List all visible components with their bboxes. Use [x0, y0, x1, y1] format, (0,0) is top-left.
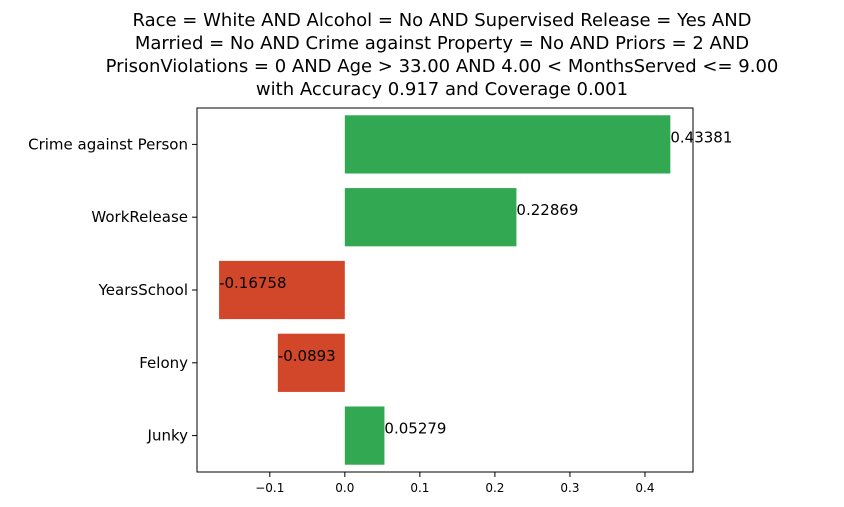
- data-label-junky: 0.05279: [384, 420, 446, 438]
- data-labels: 0.43381 0.22869 -0.16758 -0.0893 0.05279: [219, 128, 732, 437]
- xtick-label-5: 0.4: [635, 481, 654, 495]
- bar-crime-against-person: [344, 115, 671, 174]
- ytick-label-workrelease: WorkRelease: [91, 208, 188, 226]
- xtick-label-0: −0.1: [255, 481, 284, 495]
- chart-title: Race = White AND Alcohol = No AND Superv…: [106, 10, 779, 100]
- axis-ticks: Crime against Person WorkRelease YearsScho…: [28, 135, 654, 495]
- xtick-label-1: 0.0: [335, 481, 354, 495]
- data-label-crime-against-person: 0.43381: [670, 128, 732, 146]
- ytick-label-junky: Junky: [147, 427, 189, 445]
- plot-area-frame: [196, 107, 694, 473]
- title-line-2: Married = No AND Crime against Property …: [135, 33, 749, 54]
- ytick-label-crime-against-person: Crime against Person: [28, 135, 188, 153]
- ytick-label-yearsschool: YearsSchool: [98, 281, 188, 299]
- title-line-1: Race = White AND Alcohol = No AND Superv…: [132, 10, 751, 31]
- bar-junky: [344, 406, 385, 465]
- ytick-label-felony: Felony: [139, 354, 188, 372]
- xtick-label-2: 0.1: [410, 481, 429, 495]
- bars: [219, 115, 671, 465]
- data-label-workrelease: 0.22869: [516, 201, 578, 219]
- bar-yearsschool: [219, 260, 345, 320]
- title-line-3: PrisonViolations = 0 AND Age > 33.00 AND…: [106, 56, 779, 77]
- bar-felony: [277, 333, 345, 392]
- xtick-label-3: 0.2: [485, 481, 504, 495]
- data-label-felony: -0.0893: [278, 347, 336, 365]
- data-label-yearsschool: -0.16758: [219, 274, 286, 292]
- bar-workrelease: [344, 188, 517, 247]
- xtick-label-4: 0.3: [560, 481, 579, 495]
- title-line-4: with Accuracy 0.917 and Coverage 0.001: [256, 79, 628, 100]
